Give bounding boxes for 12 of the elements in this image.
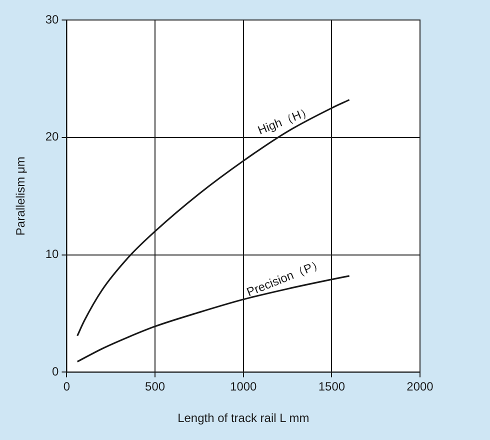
annotation: High（H） <box>256 103 314 138</box>
x-tick-label: 500 <box>145 380 166 394</box>
x-tick-label: 0 <box>63 380 70 394</box>
x-tick-label: 1000 <box>230 380 258 394</box>
y-tick-label: 0 <box>52 364 60 379</box>
x-tick-label: 1500 <box>318 380 346 394</box>
x-axis-title: Length of track rail L mm <box>178 411 310 426</box>
y-axis-title: Parallelism μm <box>14 156 28 236</box>
y-tick-label: 30 <box>45 12 60 26</box>
x-tick-label: 2000 <box>406 380 434 394</box>
y-tick-label: 20 <box>45 130 60 144</box>
y-tick-label: 10 <box>45 247 60 262</box>
